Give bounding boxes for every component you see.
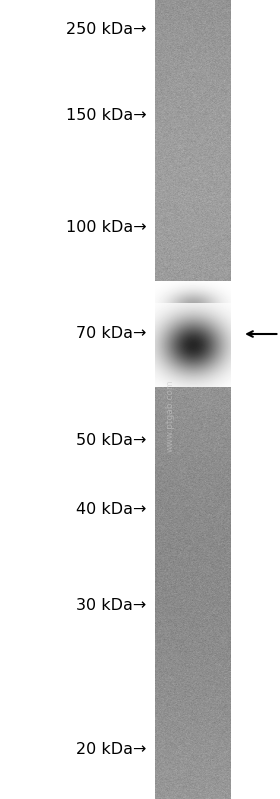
Text: 50 kDa→: 50 kDa→ bbox=[76, 432, 147, 447]
Text: www.ptgab.com: www.ptgab.com bbox=[166, 380, 175, 451]
Text: 100 kDa→: 100 kDa→ bbox=[66, 221, 147, 236]
Text: 40 kDa→: 40 kDa→ bbox=[76, 503, 147, 518]
Text: 30 kDa→: 30 kDa→ bbox=[76, 598, 147, 613]
Text: 20 kDa→: 20 kDa→ bbox=[76, 742, 147, 757]
Text: 250 kDa→: 250 kDa→ bbox=[66, 22, 147, 38]
Text: 70 kDa→: 70 kDa→ bbox=[76, 327, 147, 341]
Text: 150 kDa→: 150 kDa→ bbox=[66, 108, 147, 122]
